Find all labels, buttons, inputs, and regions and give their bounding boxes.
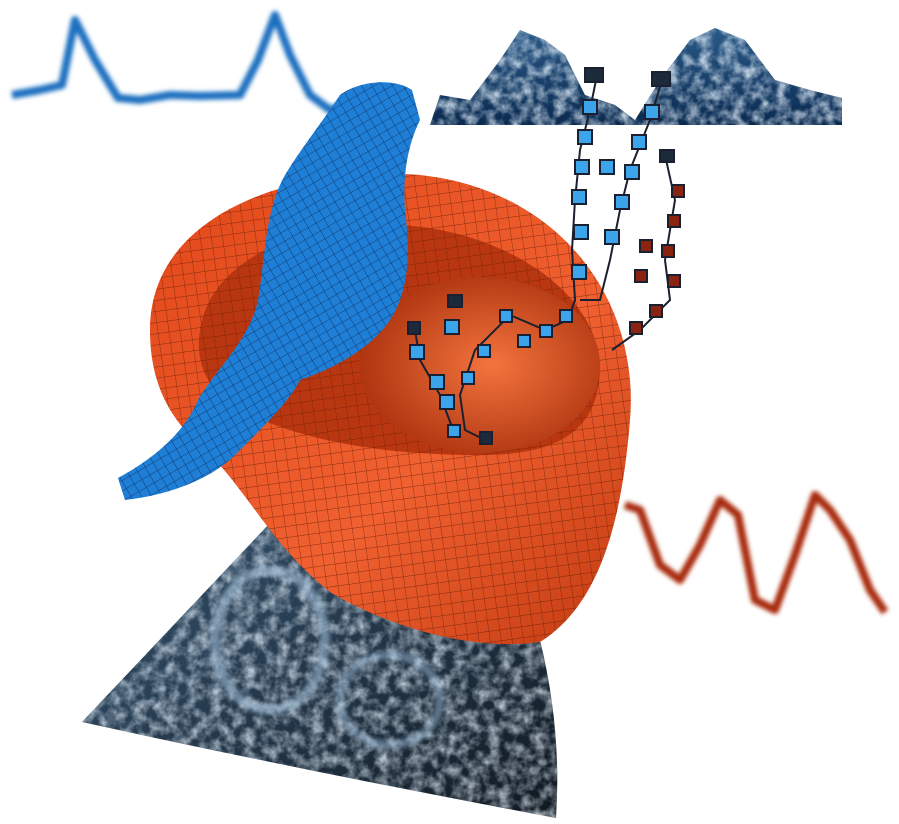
ultrasound-fan [82, 470, 558, 818]
network [407, 67, 685, 445]
red-trace [623, 491, 889, 615]
doppler-spectrum [430, 28, 842, 125]
blue-vessel [118, 82, 420, 500]
blue-trace [11, 11, 362, 114]
